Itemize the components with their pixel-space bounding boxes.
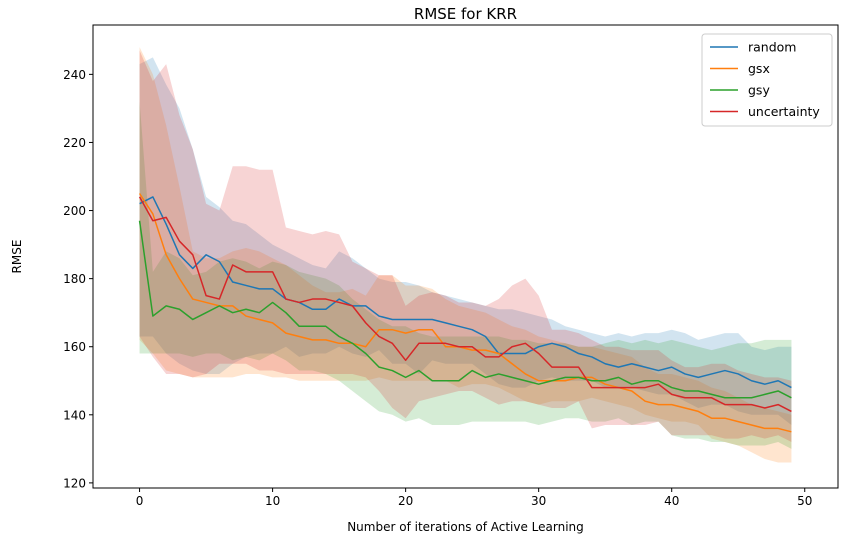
line-gsx	[138, 193, 792, 433]
x-axis-ticks: 0 10 20 30 40 50	[136, 488, 812, 508]
y-tick-label: 220	[63, 136, 86, 150]
legend-label-gsx: gsx	[748, 61, 770, 76]
band-gsx	[139, 47, 792, 463]
band-gsy	[139, 101, 792, 449]
line-gsy	[138, 220, 792, 399]
band-random	[139, 57, 792, 426]
y-tick-label: 240	[63, 68, 86, 82]
line-uncertainty	[138, 196, 792, 413]
x-tick-label: 20	[398, 494, 413, 508]
legend: random gsx gsy uncertainty	[701, 33, 833, 127]
plot-frame	[92, 24, 839, 489]
y-tick-label: 140	[63, 408, 86, 422]
confidence-bands	[139, 47, 792, 463]
y-tick-label: 180	[63, 272, 86, 286]
y-axis-ticks: 120 140 160 180 200 220 240	[63, 68, 93, 490]
legend-label-random: random	[748, 40, 796, 55]
x-tick-label: 30	[531, 494, 546, 508]
line-random	[139, 196, 792, 389]
y-tick-label: 200	[63, 204, 86, 218]
y-tick-label: 160	[63, 340, 86, 354]
band-uncertainty	[139, 50, 792, 443]
x-tick-label: 0	[136, 494, 144, 508]
x-tick-label: 50	[797, 494, 812, 508]
series-lines	[138, 193, 792, 433]
legend-label-gsy: gsy	[748, 83, 770, 98]
legend-box	[701, 33, 833, 127]
x-tick-label: 40	[664, 494, 679, 508]
y-axis-label: RMSE	[10, 240, 24, 274]
chart-title: RMSE for KRR	[414, 5, 517, 23]
y-tick-label: 120	[63, 476, 86, 490]
x-axis-label: Number of iterations of Active Learning	[347, 520, 584, 534]
legend-label-uncertainty: uncertainty	[748, 104, 820, 119]
x-tick-label: 10	[265, 494, 280, 508]
